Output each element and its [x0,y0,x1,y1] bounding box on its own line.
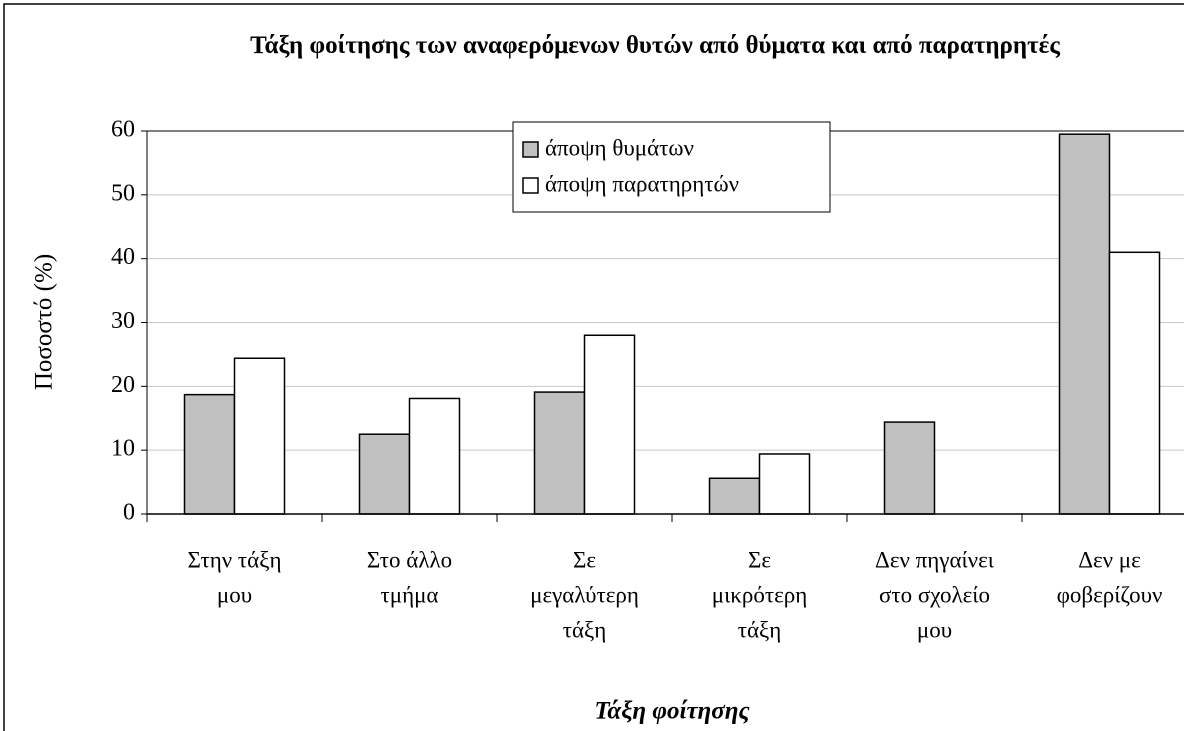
x-tick-label: μου [217,582,252,607]
x-tick-label: Στο άλλο [367,547,452,572]
x-tick-label: μεγαλύτερη [530,582,639,607]
bar [358,433,411,515]
x-tick-label: μικρότερη [712,582,808,607]
x-tick-label: μου [917,617,952,642]
bar [408,397,461,515]
bar [758,453,811,515]
x-tick-label: τάξη [563,617,607,642]
x-axis-label: Τάξη φοίτησης [594,698,749,725]
x-tick-label: Στην τάξη [188,547,282,572]
chart-title: Τάξη φοίτησης των αναφερόμενων θυτών από… [250,32,1060,59]
chart-border [3,3,1184,731]
y-tick-label: 0 [123,500,135,526]
y-tick-label: 60 [111,117,135,143]
bar [708,477,761,515]
y-tick-label: 10 [111,436,135,462]
legend-swatch [522,177,539,194]
x-tick-label: φοβερίζουν [1057,582,1163,607]
bar [183,393,236,515]
y-tick-label: 20 [111,372,135,398]
bar [1108,251,1161,515]
legend-label: άποψη παρατηρητών [545,171,739,196]
x-tick-label: τμήμα [381,582,439,607]
x-tick-label: Σε [573,547,596,572]
x-tick-label: Δεν πηγαίνει [875,547,995,572]
bar [533,391,586,515]
y-tick-label: 50 [111,180,135,206]
y-axis-label: Ποσοστό (%) [31,254,58,390]
legend-swatch [522,141,539,158]
x-tick-label: Σε [748,547,771,572]
x-tick-label: Δεν με [1078,547,1141,572]
bar [233,357,286,515]
y-tick-label: 40 [111,244,135,270]
bar [583,334,636,515]
x-tick-label: τάξη [738,617,782,642]
legend-label: άποψη θυμάτων [545,135,694,160]
legend-box [512,121,831,213]
bar [883,421,936,515]
x-tick-label: στο σχολείο [879,582,990,607]
bar [1058,133,1111,515]
y-tick-label: 30 [111,308,135,334]
